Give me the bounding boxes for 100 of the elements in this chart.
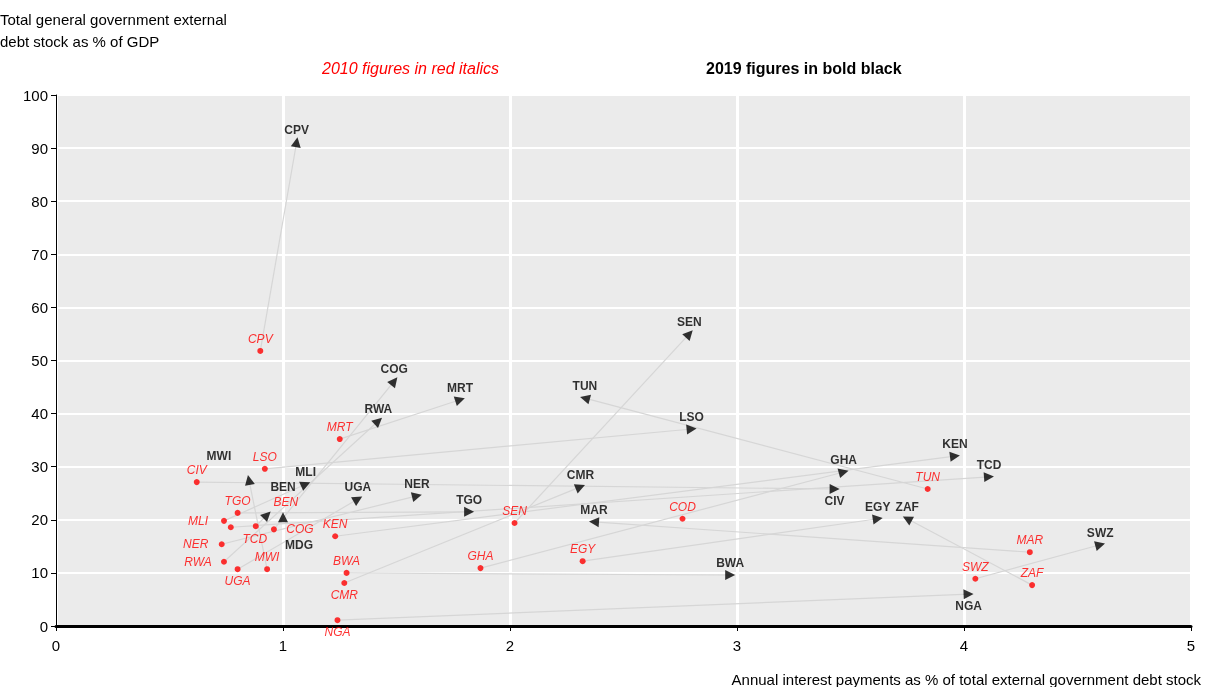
y-tick-label: 30 bbox=[31, 458, 48, 476]
point bbox=[511, 519, 518, 526]
point bbox=[245, 475, 255, 486]
point bbox=[410, 492, 422, 502]
point bbox=[341, 579, 348, 586]
point bbox=[725, 570, 736, 580]
data-label: TCD bbox=[976, 457, 1002, 472]
data-label: MLI bbox=[295, 465, 317, 480]
data-label: GHA bbox=[467, 549, 494, 564]
point bbox=[579, 558, 586, 565]
point bbox=[334, 617, 341, 624]
point bbox=[1094, 541, 1106, 551]
point bbox=[902, 516, 915, 526]
point bbox=[464, 506, 475, 517]
y-tick-label: 0 bbox=[39, 617, 48, 635]
point bbox=[234, 509, 241, 516]
data-label: CMR bbox=[330, 587, 359, 602]
data-label: COG bbox=[286, 522, 314, 537]
x-tick-label: 4 bbox=[959, 637, 969, 654]
data-label: NER bbox=[404, 476, 430, 491]
data-label: COD bbox=[669, 499, 697, 514]
point bbox=[387, 377, 398, 389]
data-label: SEN bbox=[502, 503, 528, 518]
data-label: TCD bbox=[242, 532, 268, 547]
point bbox=[371, 417, 383, 429]
data-label: CMR bbox=[566, 467, 595, 482]
x-tick-label: 3 bbox=[732, 637, 742, 654]
point bbox=[299, 481, 311, 491]
data-label: CIV bbox=[186, 463, 208, 478]
data-label: ZAF bbox=[1019, 566, 1045, 581]
point bbox=[332, 533, 339, 540]
x-tick-label: 2 bbox=[505, 637, 515, 654]
point bbox=[252, 523, 259, 530]
point bbox=[220, 558, 227, 565]
data-label: BWA bbox=[716, 556, 745, 571]
data-label: RWA bbox=[184, 554, 212, 569]
point bbox=[829, 483, 840, 494]
data-label: NER bbox=[183, 537, 209, 552]
data-label: MAR bbox=[1016, 533, 1044, 548]
point bbox=[227, 524, 234, 531]
point bbox=[686, 424, 697, 435]
data-label: TGO bbox=[224, 493, 251, 508]
point bbox=[220, 517, 227, 524]
point bbox=[453, 396, 465, 407]
data-label: CPV bbox=[284, 123, 309, 138]
data-label: NGA bbox=[324, 625, 351, 640]
x-tick-label: 1 bbox=[278, 637, 288, 654]
point bbox=[261, 465, 268, 472]
data-label: MLI bbox=[187, 513, 209, 528]
data-label: MDG bbox=[285, 538, 313, 553]
point bbox=[1029, 582, 1036, 589]
point bbox=[278, 512, 288, 523]
point bbox=[351, 496, 363, 506]
data-label: MWI bbox=[206, 448, 232, 463]
text: 2010 figures in red italics bbox=[321, 59, 499, 77]
y-tick-label: 90 bbox=[31, 139, 48, 157]
data-label: LSO bbox=[252, 449, 277, 464]
data-label: MAR bbox=[580, 502, 608, 517]
point bbox=[682, 330, 693, 342]
data-label: MRT bbox=[447, 380, 474, 395]
data-label: SWZ bbox=[1086, 525, 1114, 540]
data-label: MWI bbox=[254, 550, 281, 565]
data-label: MRT bbox=[326, 420, 355, 435]
data-label: CPV bbox=[247, 331, 274, 346]
data-label: SEN bbox=[676, 314, 702, 329]
point bbox=[260, 511, 271, 523]
data-label: BEN bbox=[270, 480, 296, 495]
data-label: TUN bbox=[572, 379, 598, 394]
text: 2019 figures in bold black bbox=[706, 59, 902, 77]
y-tick-label: 80 bbox=[31, 192, 48, 210]
data-label: COG bbox=[380, 362, 408, 377]
data-label: NGA bbox=[955, 599, 983, 614]
data-label: EGY bbox=[569, 542, 597, 557]
point bbox=[924, 486, 931, 492]
data-label: BWA bbox=[333, 553, 361, 568]
data-label: UGA bbox=[344, 480, 372, 495]
data-label: TGO bbox=[456, 492, 483, 507]
point bbox=[972, 575, 979, 582]
y-tick-label: 10 bbox=[31, 564, 48, 582]
point bbox=[963, 589, 974, 600]
point bbox=[983, 472, 994, 483]
point bbox=[264, 566, 271, 573]
point bbox=[573, 484, 585, 494]
point bbox=[270, 526, 277, 533]
y-tick-label: 20 bbox=[31, 511, 48, 529]
point bbox=[234, 566, 241, 573]
data-label: RWA bbox=[364, 402, 393, 417]
point bbox=[290, 137, 301, 149]
data-label: UGA bbox=[224, 574, 251, 589]
point bbox=[477, 565, 484, 572]
data-label: KEN bbox=[322, 517, 348, 532]
point bbox=[580, 394, 592, 405]
y-axis-title: Total general government external debt stock as % of GDP bbox=[0, 10, 231, 50]
point bbox=[257, 347, 264, 354]
point bbox=[949, 451, 960, 462]
point bbox=[218, 541, 225, 548]
y-tick-label: 70 bbox=[31, 245, 48, 263]
data-label: GHA bbox=[830, 453, 858, 468]
y-tick-label: 40 bbox=[31, 405, 48, 423]
data-label: TUN bbox=[915, 470, 941, 484]
